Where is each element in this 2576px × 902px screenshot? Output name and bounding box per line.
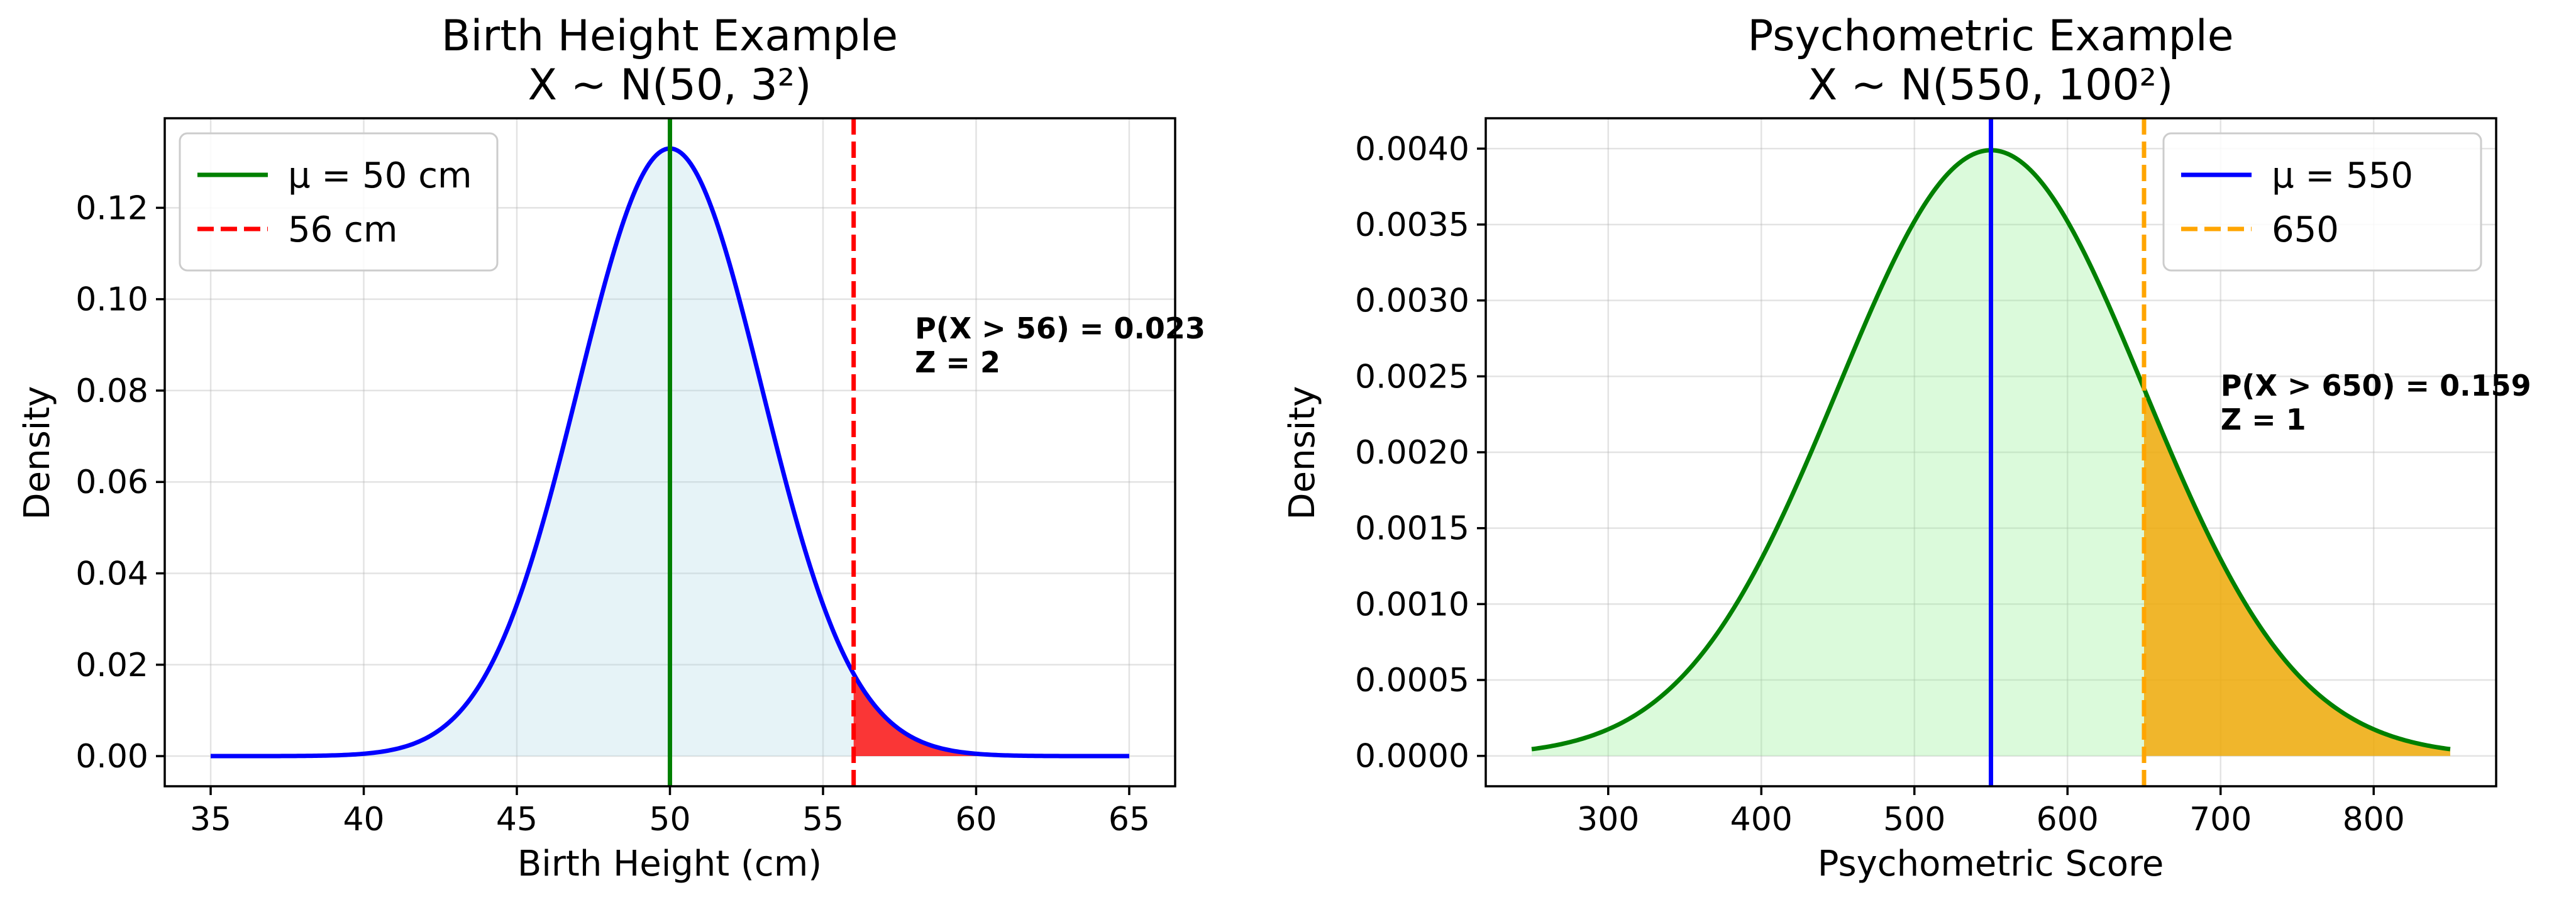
y-tick-label: 0.04 [75,555,148,593]
annotation-probability: P(X > 56) = 0.023 [915,311,1205,345]
y-tick-label: 0.02 [75,647,148,684]
x-tick-label: 45 [496,801,538,838]
probability-annotation: P(X > 650) = 0.159 Z = 1 [2221,369,2531,437]
legend-box [2162,132,2482,272]
y-tick-label: 0.0015 [1355,510,1469,548]
y-axis-label: Density [1282,386,1323,520]
y-tick-label: 0.0035 [1355,206,1469,244]
annotation-z: Z = 2 [915,345,1000,379]
y-tick-label: 0.0020 [1355,434,1469,472]
x-tick-label: 600 [2037,801,2099,838]
y-tick-label: 0.0000 [1355,738,1469,776]
y-tick-label: 0.10 [75,281,148,319]
y-tick-label: 0.08 [75,372,148,410]
y-tick-label: 0.0010 [1355,586,1469,623]
x-axis-label: Psychometric Score [1818,844,2164,884]
legend-label: μ = 550 [2272,155,2413,196]
x-tick-label: 35 [190,801,231,838]
annotation-probability: P(X > 650) = 0.159 [2221,369,2531,403]
x-tick-label: 55 [802,801,844,838]
y-tick-label: 0.0030 [1355,282,1469,320]
x-tick-label: 60 [955,801,997,838]
probability-annotation: P(X > 56) = 0.023 Z = 2 [915,311,1205,379]
x-tick-label: 400 [1730,801,1793,838]
y-tick-label: 0.06 [75,464,148,501]
legend-box [179,132,499,272]
axes-frame [163,117,1176,788]
x-tick-label: 65 [1108,801,1150,838]
x-tick-label: 800 [2343,801,2405,838]
legend-label: 650 [2272,209,2339,250]
x-axis-label: Birth Height (cm) [517,844,822,884]
birth-height-chart: Birth Height Example X ~ N(50, 3²) Birth… [17,11,1205,884]
y-tick-label: 0.00 [75,738,148,776]
x-tick-label: 500 [1883,801,1945,838]
x-tick-label: 300 [1577,801,1639,838]
chart-title: Birth Height Example [441,11,898,61]
x-tick-label: 40 [343,801,384,838]
psychometric-chart: Psychometric Example X ~ N(550, 100²) Ps… [1282,11,2531,884]
chart-subtitle: X ~ N(50, 3²) [528,60,812,110]
y-tick-label: 0.12 [75,189,148,227]
legend-label: μ = 50 cm [288,155,472,196]
y-tick-label: 0.0025 [1355,358,1469,396]
legend-label: 56 cm [288,209,397,250]
y-axis-label: Density [17,386,58,520]
legend: μ = 50 cm 56 cm [179,132,499,272]
x-tick-label: 700 [2189,801,2252,838]
x-tick-label: 50 [649,801,690,838]
y-tick-label: 0.0040 [1355,130,1469,168]
annotation-z: Z = 1 [2221,403,2306,437]
tail-probability-area [2143,388,2450,756]
axes-frame [1484,117,2497,788]
chart-title: Psychometric Example [1747,11,2233,61]
legend: μ = 550 650 [2162,132,2482,272]
chart-subtitle: X ~ N(550, 100²) [1808,60,2174,110]
y-tick-label: 0.0005 [1355,662,1469,699]
tail-probability-area [853,674,1129,757]
